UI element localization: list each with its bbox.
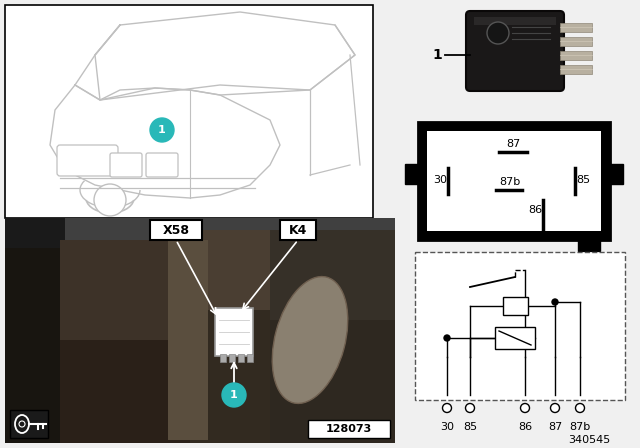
Bar (5, 218, 395, 443)
Bar (247, 354, 253, 362)
Bar (503, 297, 528, 315)
Bar (229, 354, 235, 362)
Text: 85: 85 (463, 422, 477, 432)
Circle shape (552, 299, 558, 305)
Text: 128073: 128073 (326, 424, 372, 434)
FancyBboxPatch shape (57, 145, 118, 176)
Circle shape (94, 184, 126, 216)
Bar (280, 220, 316, 240)
Circle shape (520, 404, 529, 413)
Bar (418, 122, 610, 240)
Bar (578, 240, 600, 251)
Circle shape (465, 404, 474, 413)
Bar (5, 218, 395, 248)
Bar (190, 310, 270, 443)
Bar (5, 218, 65, 443)
Text: 1: 1 (432, 48, 442, 62)
Text: 340545: 340545 (568, 435, 610, 445)
Text: 86: 86 (528, 205, 542, 215)
Ellipse shape (272, 276, 348, 404)
Bar (308, 420, 390, 438)
Bar (495, 327, 535, 349)
Bar (270, 320, 395, 443)
Bar (60, 340, 190, 443)
FancyBboxPatch shape (110, 153, 142, 177)
Text: 85: 85 (576, 175, 590, 185)
Circle shape (19, 421, 25, 427)
Circle shape (575, 404, 584, 413)
Bar (560, 37, 592, 46)
Text: K4: K4 (289, 224, 307, 237)
Bar (560, 23, 592, 32)
Bar (474, 17, 556, 25)
Bar (5, 5, 373, 218)
Bar (238, 354, 244, 362)
Bar (560, 65, 592, 74)
Text: 87b: 87b (570, 422, 591, 432)
Circle shape (222, 383, 246, 407)
Bar (560, 51, 592, 60)
Bar (10, 410, 48, 438)
Bar (190, 230, 270, 310)
FancyBboxPatch shape (466, 11, 564, 91)
Bar (405, 164, 418, 184)
Bar (5, 248, 60, 443)
Text: 1: 1 (158, 125, 166, 135)
FancyBboxPatch shape (146, 153, 178, 177)
Bar (270, 230, 395, 320)
Text: 87: 87 (506, 139, 520, 149)
Circle shape (550, 404, 559, 413)
Text: 86: 86 (518, 422, 532, 432)
Bar (610, 164, 623, 184)
Text: 30: 30 (440, 422, 454, 432)
Bar (150, 220, 202, 240)
Text: 1: 1 (230, 390, 238, 400)
Circle shape (442, 404, 451, 413)
Circle shape (487, 22, 509, 44)
Bar (415, 252, 625, 400)
Text: 87b: 87b (499, 177, 520, 187)
Bar (215, 308, 253, 356)
Bar (427, 131, 601, 231)
Bar (168, 240, 208, 440)
Circle shape (444, 335, 450, 341)
Bar (60, 240, 190, 340)
Text: 87: 87 (548, 422, 562, 432)
Circle shape (150, 118, 174, 142)
Text: X58: X58 (163, 224, 189, 237)
Bar (220, 354, 226, 362)
Text: 30: 30 (433, 175, 447, 185)
